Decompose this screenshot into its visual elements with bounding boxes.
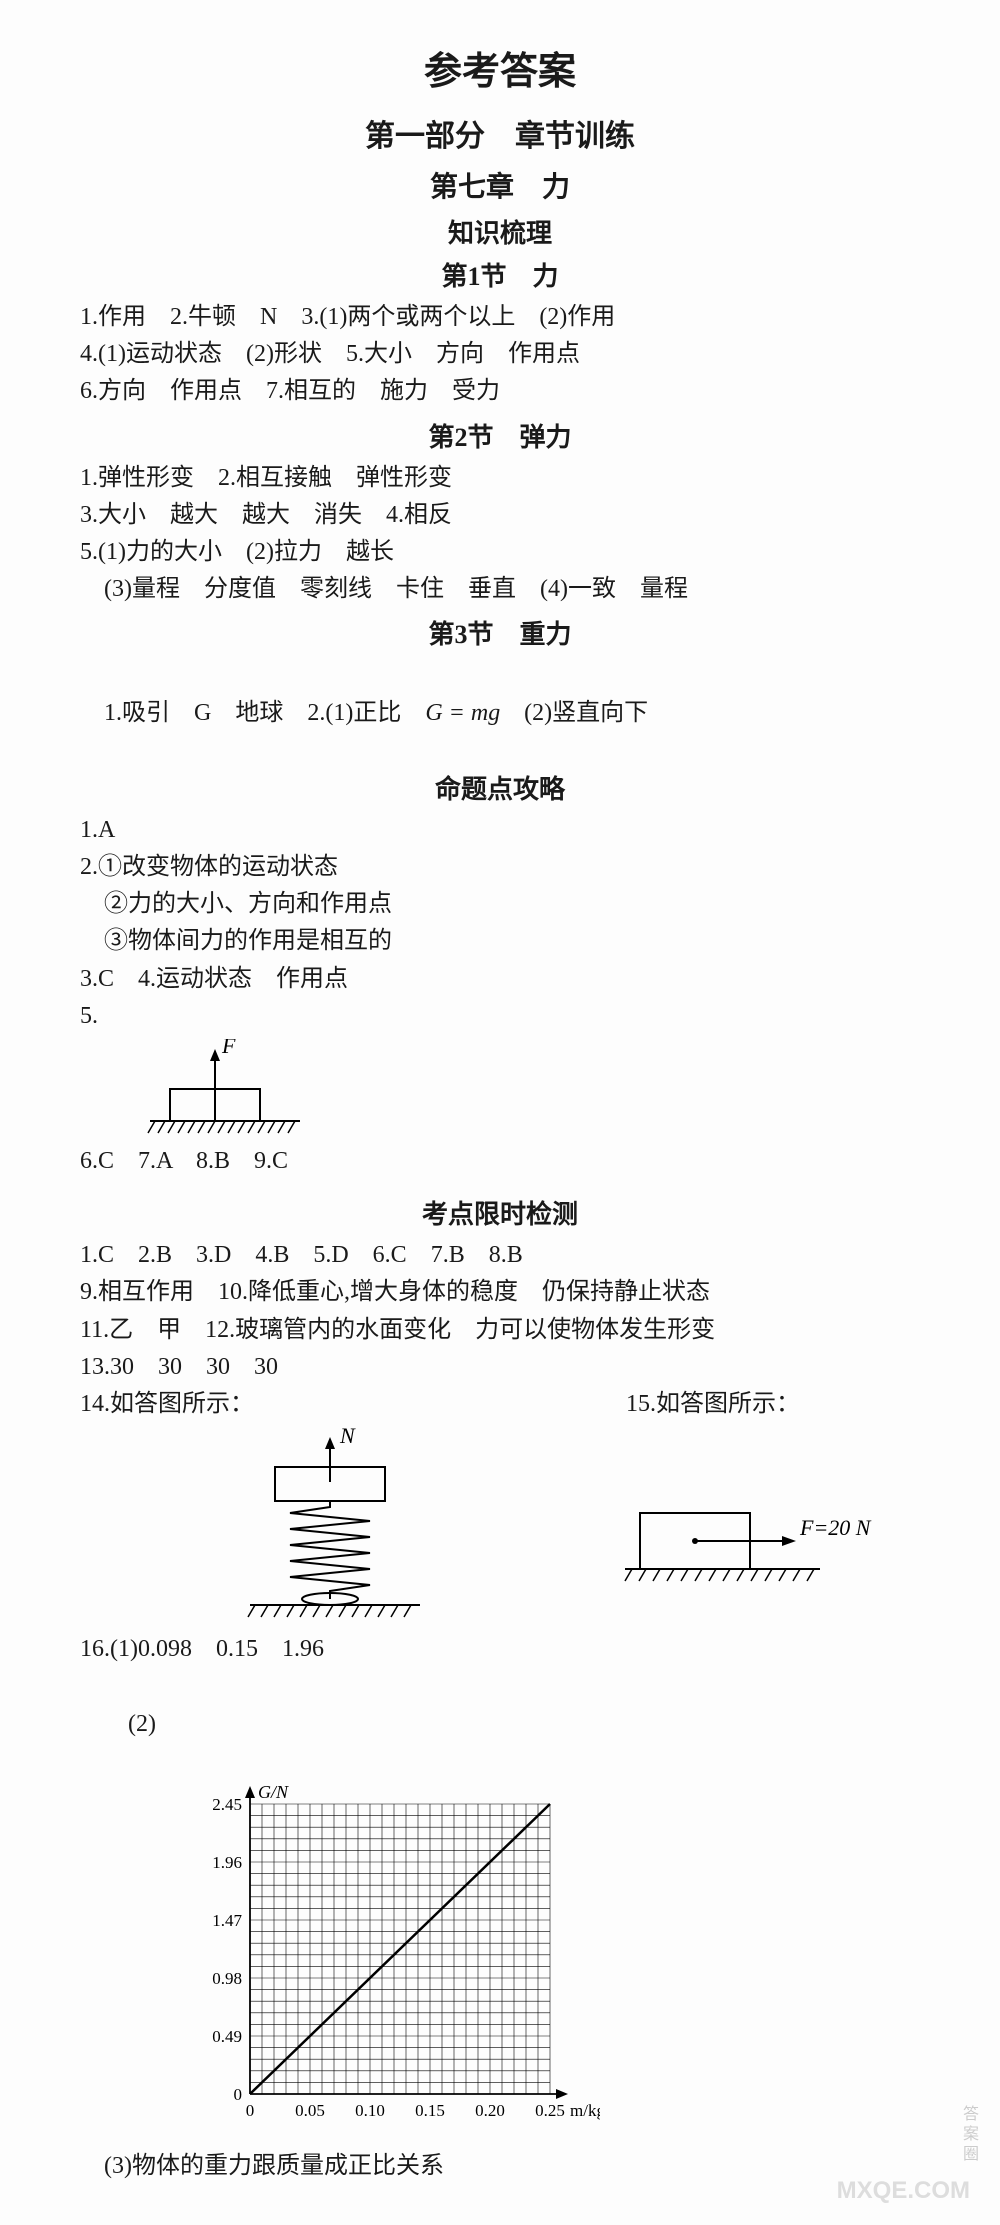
- answer-line: 11.乙 甲 12.玻璃管内的水面变化 力可以使物体发生形变: [80, 1312, 920, 1349]
- answer-line: 1.吸引 G 地球 2.(1)正比 G = mg (2)竖直向下: [80, 657, 920, 769]
- section-3-title: 第3节 重力: [80, 614, 920, 651]
- svg-text:1.47: 1.47: [212, 1911, 242, 1930]
- svg-text:0.15: 0.15: [415, 2101, 445, 2120]
- force-diagram-icon: F: [140, 1039, 310, 1139]
- normal-force-label: N: [339, 1427, 356, 1448]
- horizontal-force-icon: F=20 N: [620, 1493, 880, 1613]
- force-value-label: F=20 N: [799, 1515, 872, 1540]
- answer-line: 2.①改变物体的运动状态: [80, 849, 920, 886]
- figure-15: F=20 N: [620, 1493, 880, 1613]
- text: 1.吸引 G 地球 2.(1)正比: [104, 700, 425, 726]
- document-page: 参考答案 第一部分 章节训练 第七章 力 知识梳理 第1节 力 1.作用 2.牛…: [0, 0, 1000, 2225]
- answer-line: ②力的大小、方向和作用点: [80, 886, 920, 923]
- svg-text:0: 0: [246, 2101, 255, 2120]
- q16-line-c: (3)物体的重力跟质量成正比关系: [80, 2148, 920, 2185]
- figure-14: N: [220, 1427, 440, 1627]
- watermark-bottom: MXQE.COM: [837, 2177, 970, 2205]
- answer-line: (3)量程 分度值 零刻线 卡住 垂直 (4)一致 量程: [80, 571, 920, 608]
- chapter-title: 第七章 力: [80, 165, 920, 205]
- figure-row-diagrams: N: [80, 1423, 920, 1631]
- svg-text:2.45: 2.45: [212, 1795, 242, 1814]
- part-title: 第一部分 章节训练: [80, 111, 920, 155]
- answer-line: 6.方向 作用点 7.相互的 施力 受力: [80, 373, 920, 410]
- main-title: 参考答案: [80, 40, 920, 95]
- text: (2)竖直向下: [500, 700, 648, 726]
- section-2-title: 第2节 弹力: [80, 417, 920, 454]
- answer-line: 13.30 30 30 30: [80, 1349, 920, 1386]
- svg-text:0.05: 0.05: [295, 2101, 325, 2120]
- prefix: (2): [104, 1711, 156, 1737]
- answer-line: 5.: [80, 998, 920, 1035]
- q16-line-b: (2): [80, 1668, 920, 1780]
- figure-row: 14.如答图所示： 15.如答图所示：: [80, 1386, 920, 1423]
- figure-5: F: [140, 1039, 920, 1139]
- spring-diagram-icon: N: [220, 1427, 440, 1627]
- watermark-right: 答案圈: [956, 2105, 980, 2165]
- answer-line: 9.相互作用 10.降低重心,增大身体的稳度 仍保持静止状态: [80, 1274, 920, 1311]
- answer-line: 5.(1)力的大小 (2)拉力 越长: [80, 534, 920, 571]
- answer-line: 1.C 2.B 3.D 4.B 5.D 6.C 7.B 8.B: [80, 1237, 920, 1274]
- answer-line: 6.C 7.A 8.B 9.C: [80, 1143, 920, 1180]
- svg-text:0: 0: [234, 2085, 243, 2104]
- svg-text:0.98: 0.98: [212, 1969, 242, 1988]
- svg-text:m/kg: m/kg: [570, 2101, 600, 2120]
- svg-text:0.49: 0.49: [212, 2027, 242, 2046]
- svg-text:0.20: 0.20: [475, 2101, 505, 2120]
- answer-line: 3.大小 越大 越大 消失 4.相反: [80, 497, 920, 534]
- svg-text:0.25: 0.25: [535, 2101, 565, 2120]
- q16-line-a: 16.(1)0.098 0.15 1.96: [80, 1631, 920, 1668]
- answer-line: 1.作用 2.牛顿 N 3.(1)两个或两个以上 (2)作用: [80, 299, 920, 336]
- knowledge-title: 知识梳理: [80, 213, 920, 250]
- section-1-title: 第1节 力: [80, 256, 920, 293]
- answer-line: 1.弹性形变 2.相互接触 弹性形变: [80, 460, 920, 497]
- q15-label: 15.如答图所示：: [626, 1386, 920, 1423]
- chart-16-2: G/N 0 0.49 0.98 1.47 1.96 2.45 0 0.05 0.10 0.15 0.2…: [180, 1784, 920, 2144]
- answer-line: 3.C 4.运动状态 作用点: [80, 961, 920, 998]
- topic-title: 命题点攻略: [80, 769, 920, 806]
- line-chart-icon: G/N 0 0.49 0.98 1.47 1.96 2.45 0 0.05 0.10 0.15 0.2…: [180, 1784, 600, 2144]
- formula: G = mg: [425, 700, 500, 726]
- answer-line: 1.A: [80, 812, 920, 849]
- svg-text:0.10: 0.10: [355, 2101, 385, 2120]
- answer-line: 4.(1)运动状态 (2)形状 5.大小 方向 作用点: [80, 336, 920, 373]
- answer-line: ③物体间力的作用是相互的: [80, 923, 920, 960]
- timed-title: 考点限时检测: [80, 1194, 920, 1231]
- svg-text:G/N: G/N: [258, 1784, 289, 1802]
- svg-text:1.96: 1.96: [212, 1853, 242, 1872]
- force-label: F: [221, 1039, 236, 1058]
- q14-label: 14.如答图所示：: [80, 1386, 254, 1423]
